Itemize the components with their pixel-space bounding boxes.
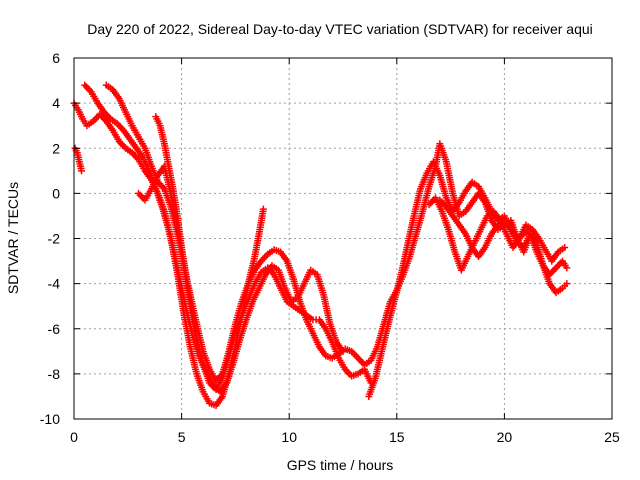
x-tick-label: 15 bbox=[389, 429, 405, 445]
y-tick-label: -8 bbox=[48, 366, 61, 382]
data-point bbox=[550, 266, 558, 274]
data-point bbox=[561, 244, 569, 252]
y-tick-label: 4 bbox=[52, 95, 60, 111]
x-axis-label: GPS time / hours bbox=[287, 457, 394, 473]
y-tick-label: 2 bbox=[52, 140, 60, 156]
series bbox=[436, 196, 534, 261]
data-point bbox=[136, 191, 144, 199]
series bbox=[102, 81, 401, 385]
series bbox=[365, 158, 571, 400]
series bbox=[70, 99, 267, 409]
data-point bbox=[526, 225, 534, 233]
data-point bbox=[563, 264, 571, 272]
data-point bbox=[78, 167, 86, 175]
data-point bbox=[354, 354, 362, 362]
data-point bbox=[352, 352, 360, 360]
data-point bbox=[555, 260, 563, 268]
x-tick-label: 5 bbox=[178, 429, 186, 445]
data-point bbox=[552, 264, 560, 272]
y-tick-label: -2 bbox=[48, 231, 61, 247]
data-point bbox=[135, 189, 143, 197]
data-point bbox=[549, 267, 557, 275]
data-point bbox=[138, 193, 146, 201]
chart-title: Day 220 of 2022, Sidereal Day-to-day VTE… bbox=[87, 21, 593, 37]
data-point bbox=[82, 83, 90, 91]
data-point bbox=[84, 84, 92, 92]
data-point bbox=[259, 205, 267, 213]
plot-frame bbox=[73, 57, 613, 420]
data-point bbox=[260, 254, 268, 262]
data-point bbox=[118, 141, 126, 149]
y-tick-label: 0 bbox=[52, 185, 60, 201]
y-tick-label: -4 bbox=[48, 276, 61, 292]
data-point bbox=[203, 370, 211, 378]
data-point bbox=[157, 181, 165, 189]
x-tick-label: 20 bbox=[497, 429, 513, 445]
y-axis-label: SDTVAR / TECUs bbox=[5, 182, 21, 294]
x-tick-label: 0 bbox=[70, 429, 78, 445]
data-point bbox=[356, 356, 364, 364]
data-point bbox=[554, 262, 562, 270]
x-tick-label: 25 bbox=[604, 429, 620, 445]
data-point bbox=[428, 197, 436, 205]
x-tick-label: 10 bbox=[281, 429, 297, 445]
data-point bbox=[116, 123, 124, 131]
series bbox=[81, 81, 347, 396]
y-tick-label: -6 bbox=[48, 321, 61, 337]
data-point bbox=[351, 351, 359, 359]
data-points bbox=[70, 81, 571, 409]
y-tick-label: -10 bbox=[40, 411, 60, 427]
tick-labels: 0 5 10 15 20 25 -10 -8 -6 -4 -2 0 2 4 6 bbox=[40, 50, 620, 445]
data-point bbox=[93, 114, 101, 122]
series bbox=[152, 113, 211, 378]
y-tick-label: 6 bbox=[52, 50, 60, 66]
data-point bbox=[563, 280, 571, 288]
data-point bbox=[81, 81, 89, 89]
series bbox=[393, 140, 571, 297]
